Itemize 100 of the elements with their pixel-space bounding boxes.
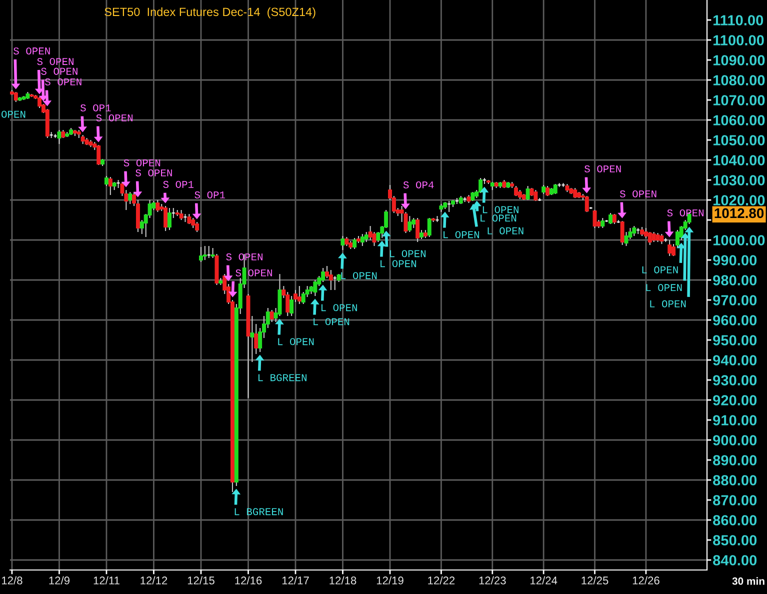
candlestick (668, 239, 672, 257)
annotation: L OPEN (444, 231, 480, 238)
candlestick (416, 217, 420, 243)
x-tick-label: 12/15 (188, 576, 214, 584)
y-tick-label: 1020.00 (713, 195, 765, 206)
y-tick-label: 1060.00 (713, 115, 765, 126)
candlestick (600, 217, 605, 229)
annotation: S OPEN (45, 78, 82, 86)
candlestick (470, 191, 475, 202)
y-tick-label: 860.00 (713, 515, 757, 526)
y-tick-label: 990.00 (713, 255, 757, 266)
x-tick-label: 12/12 (140, 576, 168, 584)
candlestick (360, 233, 364, 247)
candlestick (546, 185, 550, 197)
candlestick (108, 176, 112, 196)
candlestick (156, 199, 160, 213)
candlestick (478, 177, 483, 194)
y-tick-label: 890.00 (713, 455, 757, 466)
candlestick (195, 221, 200, 233)
candlestick (198, 246, 203, 263)
y-tick-label: 970.00 (713, 295, 757, 306)
x-tick-label: 12/11 (94, 576, 120, 584)
x-tick-label: 12/19 (376, 576, 404, 584)
y-tick-label: 930.00 (713, 375, 757, 386)
annotation: S OPEN (14, 47, 50, 55)
annotation: S OPEN (620, 190, 656, 198)
x-tick-label: 12/17 (282, 576, 309, 584)
x-tick-label: 12/23 (479, 576, 506, 584)
annotation: L OPEN (278, 338, 314, 346)
annotation: S OPEN (96, 114, 132, 122)
candlestick (313, 279, 318, 297)
candlestick (553, 183, 558, 195)
y-tick-label: 1080.00 (713, 75, 765, 86)
candlestick (340, 235, 345, 251)
candlestick (321, 267, 326, 283)
y-tick-label: 1040.00 (713, 155, 765, 166)
x-tick-label: 12/22 (428, 576, 455, 584)
candlestick (352, 237, 357, 250)
candlestick (412, 217, 416, 229)
annotation: L OPEN (390, 250, 426, 258)
candlestick (612, 213, 616, 225)
candlestick (57, 129, 62, 145)
annotation: L OPEN (646, 284, 682, 292)
candlestick (328, 269, 333, 291)
annotation: L OPEN (341, 272, 377, 280)
candlestick (640, 226, 644, 237)
y-tick-label: 940.00 (713, 355, 757, 366)
candlestick (167, 207, 172, 231)
x-tick-label: 12/26 (632, 576, 660, 584)
annotation: L BGREEN (258, 374, 306, 382)
candlestick (187, 213, 192, 225)
annotation: L OPEN (482, 206, 518, 214)
y-tick-label: 1000.00 (713, 235, 765, 246)
candlestick (526, 185, 530, 201)
text: 1012.80 (714, 208, 764, 218)
candlestick (652, 231, 656, 243)
x-tick-label: 12/18 (330, 576, 356, 584)
annotation: S OPEN (41, 68, 78, 75)
x-tick-label: 12/9 (49, 576, 70, 584)
candlestick (128, 191, 132, 205)
candlestick (38, 96, 42, 109)
candlestick (584, 195, 589, 213)
candlestick (427, 217, 432, 238)
candlestick (534, 189, 538, 202)
annotation: L BGREEN (234, 508, 283, 516)
candlestick (270, 309, 274, 323)
annotation: L OPEN (642, 266, 678, 274)
y-tick-label: 1050.00 (713, 135, 765, 146)
y-tick-label: 850.00 (713, 535, 757, 546)
text: SET50 Index Futures Dec-14 (S50Z14) (104, 7, 316, 18)
annotation: S OP1 (194, 191, 226, 198)
candlestick (542, 184, 546, 195)
candlestick (518, 189, 522, 200)
y-tick-label: 1070.00 (713, 95, 765, 106)
candlestick (632, 225, 636, 237)
candlestick (96, 144, 101, 166)
candlestick (297, 285, 302, 305)
annotation: S OP1 (80, 104, 111, 112)
y-tick-label: 950.00 (713, 335, 757, 346)
candlestick (608, 212, 613, 225)
x-tick-label: 12/8 (2, 576, 22, 584)
y-tick-label: 980.00 (713, 275, 757, 286)
y-tick-label: 960.00 (713, 315, 757, 326)
y-tick-label: 880.00 (713, 475, 757, 486)
annotation: L OPEN (488, 227, 524, 234)
y-tick-label: 1090.00 (713, 55, 765, 66)
annotation: S OPEN (584, 165, 621, 172)
candlestick (408, 215, 412, 233)
x-tick-label: 12/25 (582, 576, 608, 584)
candlestick (514, 185, 518, 197)
candlestick (592, 209, 597, 229)
candlestick (660, 233, 664, 245)
annotation: L OPEN (321, 304, 357, 312)
text: 30 min (732, 577, 764, 585)
annotation: S OPEN (124, 159, 160, 166)
x-tick-label: 12/24 (530, 576, 558, 584)
y-tick-label: 900.00 (713, 435, 757, 446)
y-tick-label: 840.00 (713, 555, 757, 566)
annotation: L OPEN (480, 214, 516, 222)
candlestick (344, 236, 349, 247)
